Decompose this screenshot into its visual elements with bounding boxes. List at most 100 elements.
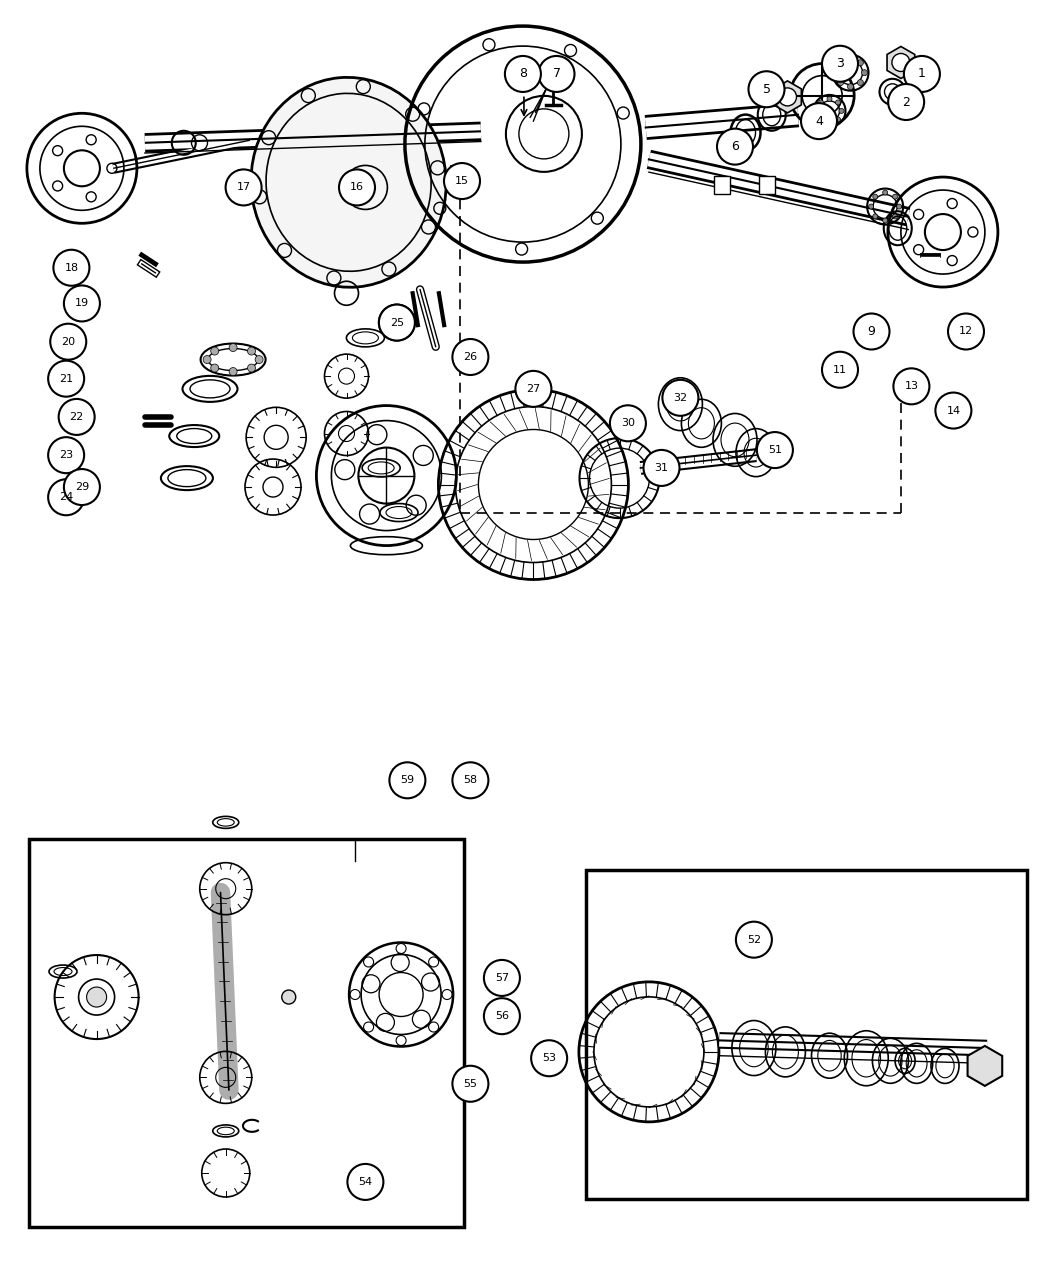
Text: 4: 4	[815, 115, 823, 128]
Circle shape	[894, 368, 929, 404]
Bar	[758, 176, 775, 194]
Text: 59: 59	[400, 775, 415, 785]
Circle shape	[897, 204, 902, 209]
Text: 52: 52	[747, 935, 761, 945]
Circle shape	[883, 190, 887, 195]
Circle shape	[861, 70, 867, 75]
Circle shape	[339, 170, 375, 205]
Circle shape	[255, 356, 264, 363]
Text: 56: 56	[495, 1011, 509, 1021]
Circle shape	[211, 347, 218, 354]
Circle shape	[407, 320, 413, 325]
Text: 30: 30	[621, 418, 635, 428]
Circle shape	[838, 79, 843, 85]
Text: 6: 6	[731, 140, 739, 153]
Text: 51: 51	[768, 445, 782, 455]
Text: 26: 26	[463, 352, 478, 362]
Text: 19: 19	[75, 298, 89, 309]
Circle shape	[858, 60, 863, 66]
Text: 8: 8	[519, 68, 527, 80]
Circle shape	[610, 405, 646, 441]
Circle shape	[834, 70, 840, 75]
Circle shape	[778, 88, 797, 106]
Circle shape	[839, 108, 844, 113]
Circle shape	[868, 204, 874, 209]
Text: 58: 58	[463, 775, 478, 785]
Text: 21: 21	[59, 374, 74, 384]
Text: 27: 27	[526, 384, 541, 394]
Circle shape	[883, 218, 887, 223]
Circle shape	[226, 170, 261, 205]
Circle shape	[644, 450, 679, 486]
Text: 18: 18	[64, 263, 79, 273]
Circle shape	[819, 99, 823, 105]
Circle shape	[858, 79, 863, 85]
Text: 32: 32	[673, 393, 688, 403]
Text: 9: 9	[867, 325, 876, 338]
Text: 11: 11	[833, 365, 847, 375]
Circle shape	[484, 960, 520, 996]
Circle shape	[54, 250, 89, 286]
Circle shape	[248, 347, 255, 354]
Circle shape	[892, 194, 898, 199]
Text: 24: 24	[59, 492, 74, 502]
Circle shape	[248, 365, 255, 372]
Circle shape	[873, 194, 878, 199]
Circle shape	[736, 922, 772, 958]
Circle shape	[505, 56, 541, 92]
Text: 55: 55	[463, 1079, 478, 1089]
Text: 3: 3	[836, 57, 844, 70]
Circle shape	[348, 1164, 383, 1200]
Circle shape	[86, 987, 107, 1007]
Text: 25: 25	[390, 317, 404, 328]
Circle shape	[48, 479, 84, 515]
Circle shape	[749, 71, 784, 107]
Circle shape	[757, 432, 793, 468]
Circle shape	[717, 129, 753, 164]
Circle shape	[64, 286, 100, 321]
Circle shape	[847, 56, 854, 61]
Circle shape	[50, 324, 86, 360]
Text: 13: 13	[904, 381, 919, 391]
Text: 7: 7	[552, 68, 561, 80]
Text: 31: 31	[654, 463, 669, 473]
Circle shape	[281, 991, 296, 1003]
Circle shape	[48, 361, 84, 397]
Circle shape	[401, 309, 406, 314]
Circle shape	[453, 762, 488, 798]
Circle shape	[453, 339, 488, 375]
Circle shape	[836, 117, 840, 122]
Circle shape	[836, 99, 840, 105]
Circle shape	[516, 371, 551, 407]
Circle shape	[827, 120, 832, 125]
Text: 16: 16	[350, 182, 364, 193]
Circle shape	[453, 1066, 488, 1102]
Circle shape	[838, 60, 843, 66]
Circle shape	[827, 97, 832, 102]
Circle shape	[48, 437, 84, 473]
Circle shape	[229, 343, 237, 352]
Circle shape	[387, 309, 393, 314]
Circle shape	[891, 54, 910, 71]
Circle shape	[801, 103, 837, 139]
Text: 53: 53	[542, 1053, 557, 1063]
Circle shape	[888, 84, 924, 120]
Text: 57: 57	[495, 973, 509, 983]
Text: 20: 20	[61, 337, 76, 347]
Bar	[586, 870, 1027, 1198]
Circle shape	[936, 393, 971, 428]
Text: 22: 22	[69, 412, 84, 422]
Circle shape	[531, 1040, 567, 1076]
Text: 17: 17	[236, 182, 251, 193]
Text: 29: 29	[75, 482, 89, 492]
Circle shape	[822, 352, 858, 388]
Bar	[29, 839, 464, 1227]
Circle shape	[819, 117, 823, 122]
Ellipse shape	[251, 78, 446, 287]
Text: 15: 15	[455, 176, 469, 186]
Circle shape	[211, 365, 218, 372]
Circle shape	[401, 332, 406, 337]
Circle shape	[663, 380, 698, 416]
Circle shape	[539, 56, 574, 92]
Circle shape	[847, 84, 854, 89]
